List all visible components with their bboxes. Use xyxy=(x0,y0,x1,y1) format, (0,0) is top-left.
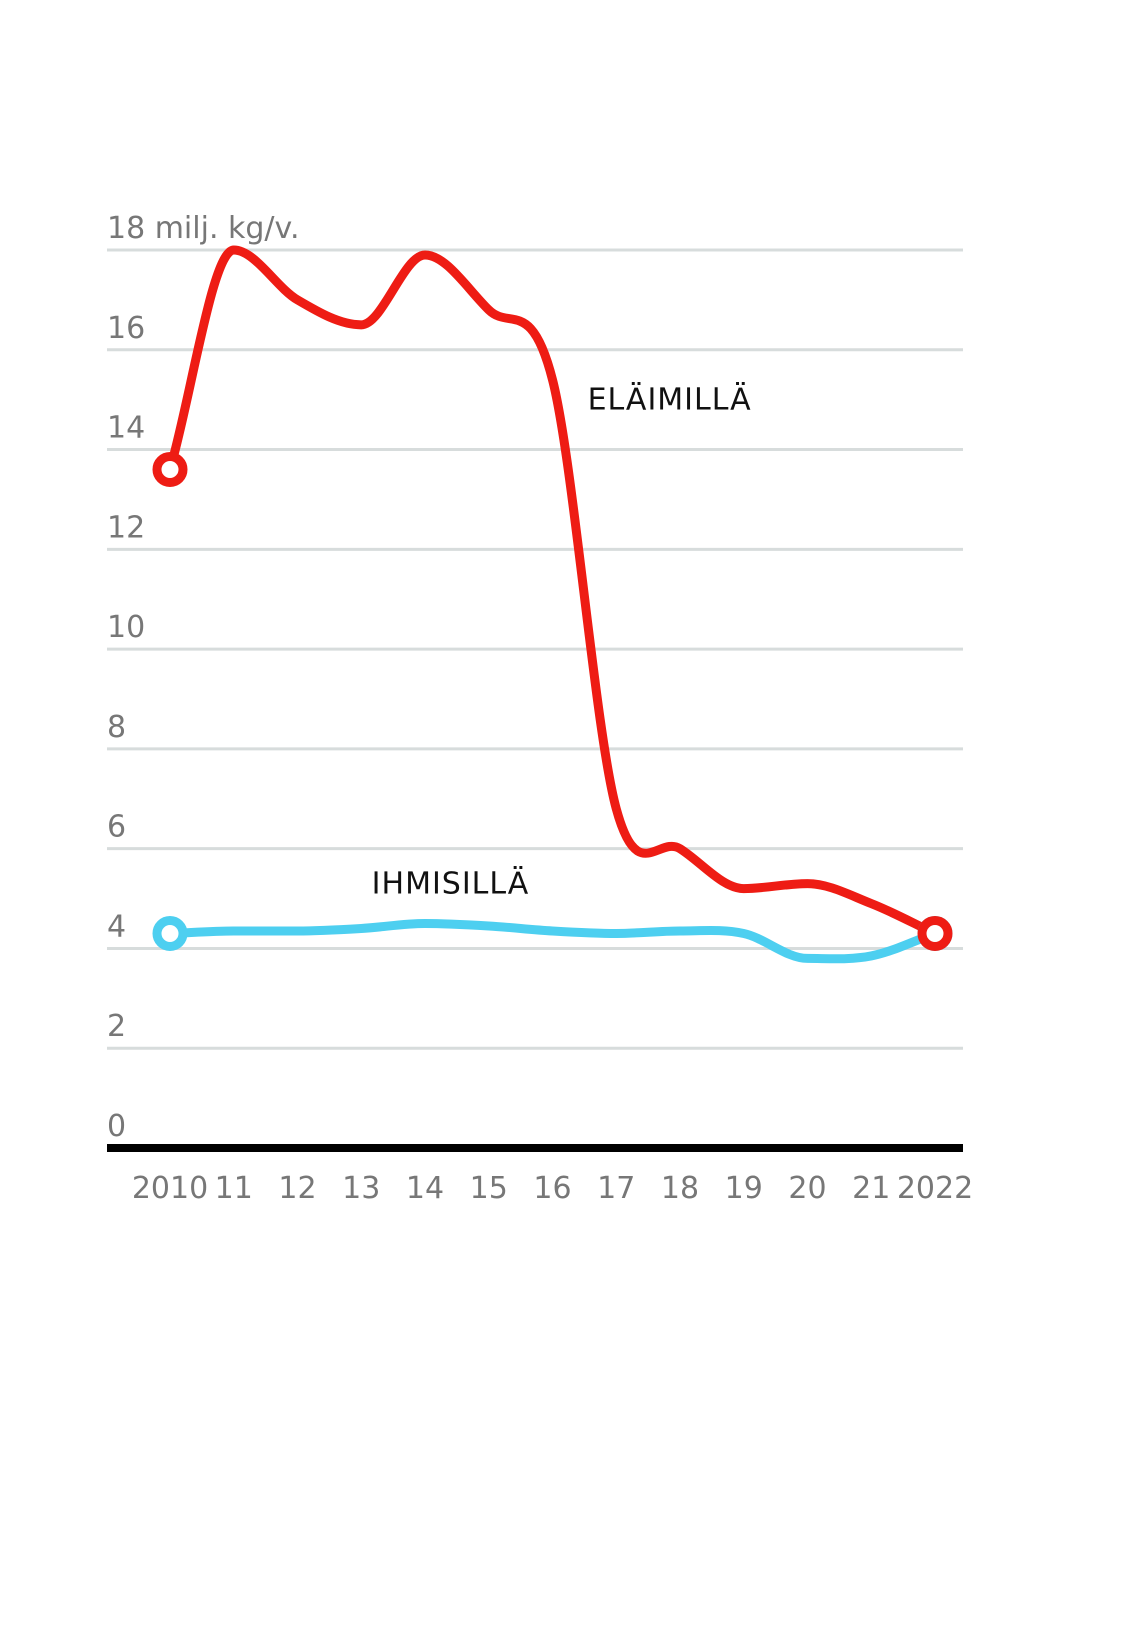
series-lines xyxy=(165,245,940,964)
series-markers xyxy=(152,452,953,951)
y-tick-label: 4 xyxy=(107,909,126,944)
x-tick-label: 19 xyxy=(725,1171,763,1206)
y-tick-label: 6 xyxy=(107,810,126,845)
x-tick-label: 16 xyxy=(533,1171,571,1206)
x-tick-label: 20 xyxy=(788,1171,826,1206)
x-tick-label: 2022 xyxy=(897,1171,973,1206)
x-tick-label: 11 xyxy=(215,1171,253,1206)
x-tick-label: 17 xyxy=(597,1171,635,1206)
y-tick-label: 2 xyxy=(107,1009,126,1044)
series-label: ELÄIMILLÄ xyxy=(588,382,752,418)
gridlines xyxy=(107,248,963,1050)
x-tick-label: 18 xyxy=(661,1171,699,1206)
x-axis-ticks: 2010 11 12 13 14 15 16 17 18 19 20 21 2022 xyxy=(132,1171,973,1206)
y-tick-label: 14 xyxy=(107,411,145,446)
y-tick-label: 8 xyxy=(107,710,126,745)
series-endpoint-marker xyxy=(152,452,188,488)
series-labels: IHMISILLÄ ELÄIMILLÄ xyxy=(372,382,752,902)
y-tick-label: 18 milj. kg/v. xyxy=(107,211,300,246)
x-tick-label: 15 xyxy=(470,1171,508,1206)
y-tick-label: 0 xyxy=(107,1109,126,1144)
x-tick-label: 13 xyxy=(342,1171,380,1206)
x-tick-label: 14 xyxy=(406,1171,444,1206)
x-tick-label: 21 xyxy=(852,1171,890,1206)
y-axis-ticks: 18 milj. kg/v. 16 14 12 10 8 6 4 2 0 xyxy=(107,211,300,1144)
series-label: IHMISILLÄ xyxy=(372,866,530,902)
y-tick-label: 16 xyxy=(107,311,145,346)
y-tick-label: 12 xyxy=(107,510,145,545)
series-line-1 xyxy=(165,919,940,964)
x-tick-label: 12 xyxy=(278,1171,316,1206)
series-endpoint-marker xyxy=(152,915,188,951)
series-line-0 xyxy=(165,245,940,938)
x-tick-label: 2010 xyxy=(132,1171,208,1206)
y-tick-label: 10 xyxy=(107,610,145,645)
series-endpoint-marker xyxy=(917,915,953,951)
